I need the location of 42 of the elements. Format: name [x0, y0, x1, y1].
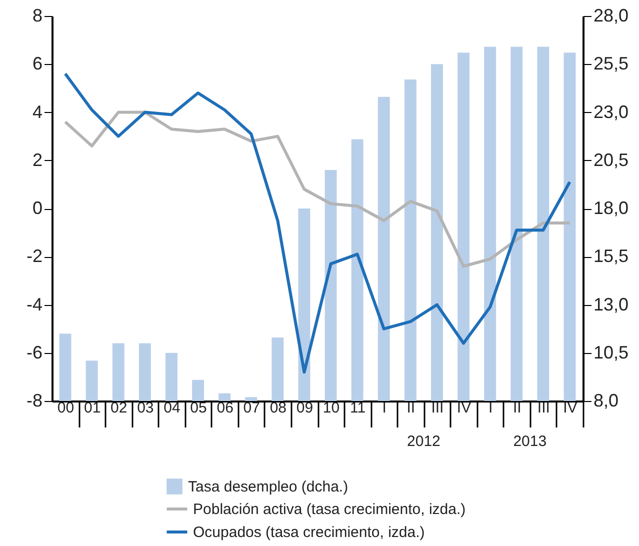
- x-tick-label: 09: [296, 400, 314, 416]
- y2-tick-label: 18,0: [594, 198, 629, 218]
- y2-tick-label: 20,5: [594, 150, 629, 170]
- y-tick-label: -6: [26, 342, 42, 362]
- y2-tick-label: 25,5: [594, 54, 629, 74]
- x-tick-label: 02: [110, 400, 128, 416]
- line-series: [64, 72, 572, 374]
- x-tick-label: 08: [270, 400, 287, 416]
- legend-label: Población activa (tasa crecimiento, izda.): [193, 501, 466, 518]
- text: 2012: [407, 433, 440, 450]
- y2-tick-label: 13,0: [594, 294, 629, 314]
- x-tick-label: III: [537, 400, 550, 416]
- y-tick-label: 8: [32, 6, 42, 26]
- text: 2013: [513, 433, 547, 450]
- y-tick-label: -2: [26, 246, 42, 266]
- x-tick-label: 00: [57, 400, 74, 416]
- x-tick-label: 03: [137, 400, 154, 416]
- y-tick-label: 2: [32, 150, 42, 170]
- x-tick-label: 06: [216, 400, 234, 416]
- x-tick-label: II: [512, 400, 522, 416]
- y-tick-label: 6: [32, 54, 42, 74]
- y-tick-label: 0: [32, 198, 42, 218]
- legend-label: Tasa desempleo (dcha.): [188, 478, 348, 496]
- x-tick-label: I: [488, 400, 493, 416]
- x-tick-label: III: [431, 400, 444, 416]
- x-tick-label: 01: [84, 400, 101, 416]
- y-tick-label: 4: [32, 102, 42, 122]
- x-tick-label: II: [406, 400, 416, 416]
- x-tick-label: 11: [350, 400, 366, 416]
- x-tick-label: 10: [322, 400, 340, 416]
- y-tick-label: -4: [26, 294, 42, 314]
- y2-tick-label: 23,0: [594, 102, 629, 122]
- y-tick-label: -8: [26, 390, 42, 410]
- y2-tick-label: 8,0: [594, 390, 619, 410]
- y2-tick-label: 28,0: [594, 6, 629, 26]
- x-tick-label: 04: [164, 400, 180, 416]
- legend-label: Ocupados (tasa crecimiento, izda.): [193, 524, 425, 541]
- y2-tick-label: 10,5: [594, 342, 629, 362]
- x-tick-label: I: [382, 400, 386, 416]
- line-series: [64, 110, 572, 268]
- x-tick-label: IV: [456, 400, 472, 416]
- y2-tick-label: 15,5: [594, 246, 629, 266]
